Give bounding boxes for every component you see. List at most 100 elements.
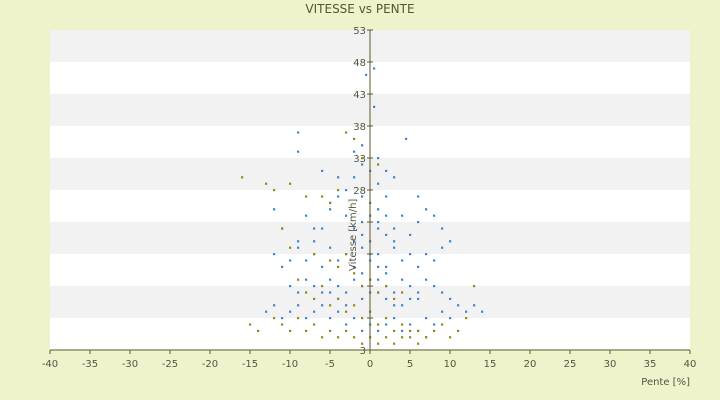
data-point: [449, 317, 452, 320]
data-point: [425, 208, 428, 211]
data-point: [289, 285, 292, 288]
data-point: [353, 336, 356, 339]
data-point: [361, 157, 364, 160]
data-point: [473, 304, 476, 307]
data-point: [385, 214, 388, 217]
data-point: [297, 150, 300, 153]
data-point: [377, 221, 380, 224]
data-point: [385, 336, 388, 339]
data-point: [257, 329, 260, 332]
data-point: [425, 336, 428, 339]
data-point: [361, 329, 364, 332]
y-tick-label: 43: [353, 90, 366, 101]
x-tick-label: 30: [604, 359, 617, 370]
x-tick-label: 15: [484, 359, 497, 370]
data-point: [409, 233, 412, 236]
data-point: [409, 323, 412, 326]
data-point: [393, 240, 396, 243]
data-point: [353, 304, 356, 307]
data-point: [313, 240, 316, 243]
data-point: [321, 336, 324, 339]
data-point: [401, 329, 404, 332]
data-point: [393, 291, 396, 294]
data-point: [297, 278, 300, 281]
y-tick-label: 38: [353, 122, 366, 133]
data-point: [377, 291, 380, 294]
x-tick-label: 5: [407, 359, 413, 370]
data-point: [289, 182, 292, 185]
x-axis-label: Pente [%]: [641, 377, 690, 388]
data-point: [321, 265, 324, 268]
data-point: [417, 221, 420, 224]
data-point: [321, 169, 324, 172]
data-point: [373, 67, 376, 70]
data-point: [297, 131, 300, 134]
data-point: [377, 342, 380, 345]
data-point: [433, 259, 436, 262]
data-point: [313, 297, 316, 300]
data-point: [401, 323, 404, 326]
data-point: [329, 317, 332, 320]
data-point: [249, 323, 252, 326]
x-tick-label: -15: [242, 359, 258, 370]
data-point: [273, 253, 276, 256]
data-point: [465, 317, 468, 320]
data-point: [345, 329, 348, 332]
data-point: [393, 304, 396, 307]
data-point: [425, 278, 428, 281]
data-point: [417, 195, 420, 198]
data-point: [273, 317, 276, 320]
data-point: [305, 195, 308, 198]
data-point: [329, 259, 332, 262]
data-point: [273, 208, 276, 211]
data-point: [297, 246, 300, 249]
data-point: [377, 227, 380, 230]
data-point: [409, 329, 412, 332]
data-point: [337, 336, 340, 339]
data-point: [353, 272, 356, 275]
data-point: [401, 304, 404, 307]
data-point: [297, 317, 300, 320]
x-tick-label: 20: [524, 359, 537, 370]
data-point: [337, 297, 340, 300]
data-point: [365, 73, 368, 76]
data-point: [361, 221, 364, 224]
data-point: [265, 182, 268, 185]
data-point: [417, 297, 420, 300]
data-point: [417, 342, 420, 345]
x-tick-label: -35: [82, 359, 98, 370]
data-point: [401, 278, 404, 281]
data-point: [417, 291, 420, 294]
data-point: [425, 253, 428, 256]
data-point: [313, 253, 316, 256]
data-point: [337, 265, 340, 268]
data-point: [377, 329, 380, 332]
x-tick-label: -25: [162, 359, 178, 370]
data-point: [425, 317, 428, 320]
data-point: [385, 195, 388, 198]
x-tick-label: -40: [42, 359, 58, 370]
y-tick-label: 48: [353, 58, 366, 69]
data-point: [353, 227, 356, 230]
data-point: [281, 227, 284, 230]
y-tick-label: 53: [353, 26, 366, 37]
data-point: [289, 329, 292, 332]
data-point: [305, 291, 308, 294]
data-point: [377, 157, 380, 160]
data-point: [385, 169, 388, 172]
data-point: [409, 297, 412, 300]
data-point: [433, 285, 436, 288]
data-point: [361, 297, 364, 300]
data-point: [345, 291, 348, 294]
data-point: [337, 189, 340, 192]
data-point: [361, 163, 364, 166]
data-point: [377, 323, 380, 326]
data-point: [393, 246, 396, 249]
data-point: [321, 285, 324, 288]
data-point: [289, 310, 292, 313]
data-point: [377, 182, 380, 185]
data-point: [321, 227, 324, 230]
data-point: [273, 304, 276, 307]
data-point: [385, 317, 388, 320]
